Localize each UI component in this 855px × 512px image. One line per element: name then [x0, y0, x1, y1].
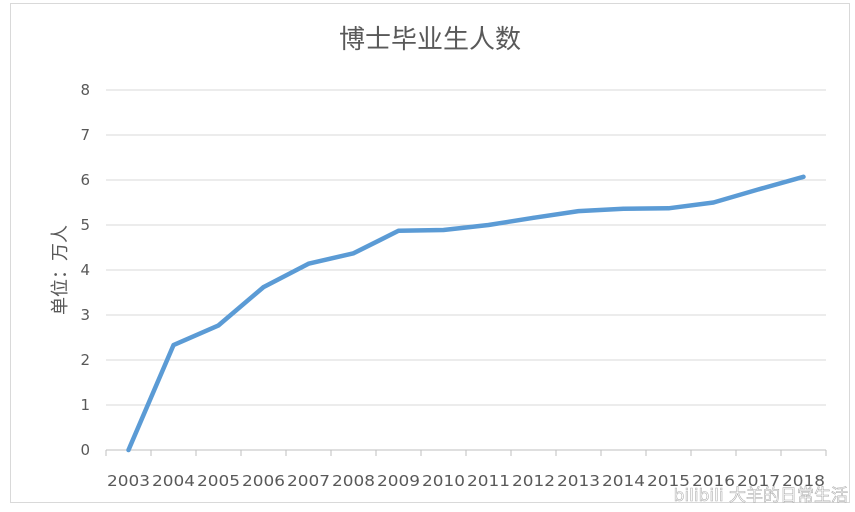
x-tick-label: 2006 [242, 472, 285, 490]
x-tick-label: 2017 [737, 472, 780, 490]
y-axis-ticks: 0 1 2 3 4 5 6 7 8 [80, 81, 90, 459]
x-tick-label: 2014 [602, 472, 645, 490]
y-tick-label: 6 [80, 171, 90, 189]
x-tick-label: 2007 [287, 472, 330, 490]
y-tick-label: 0 [80, 441, 90, 459]
data-point [441, 227, 446, 232]
x-tick-label: 2008 [332, 472, 375, 490]
x-tick-label: 2012 [512, 472, 555, 490]
y-axis-title: 单位：万人 [50, 225, 71, 315]
x-tick-label: 2003 [107, 472, 150, 490]
chart-frame [10, 3, 850, 503]
data-point [711, 200, 716, 205]
y-tick-label: 1 [80, 396, 90, 414]
data-point [351, 251, 356, 256]
data-point [486, 223, 491, 227]
x-tick-label: 2011 [467, 472, 510, 490]
x-tick-label: 2018 [782, 472, 825, 490]
y-tick-label: 2 [80, 351, 90, 369]
watermark-text: bilibili 大羊的日常生活 [674, 486, 848, 506]
series-layer [126, 174, 806, 453]
data-point [306, 261, 311, 266]
data-point [666, 206, 671, 211]
x-tick-label: 2009 [377, 472, 420, 490]
x-tick-label: 2004 [152, 472, 195, 490]
y-tick-label: 4 [80, 261, 90, 279]
y-tick-label: 5 [80, 216, 90, 234]
data-point [621, 206, 626, 211]
x-axis-ticks: 2003 2004 2005 2006 2007 2008 2009 2010 2011 2012… [105, 450, 827, 490]
gridlines [106, 89, 826, 451]
x-tick-label: 2015 [647, 472, 690, 490]
data-point [396, 228, 401, 233]
x-tick-label: 2005 [197, 472, 240, 490]
y-tick-label: 7 [80, 126, 90, 144]
y-tick-label: 8 [80, 81, 90, 99]
data-point [261, 285, 266, 290]
data-point [126, 448, 131, 452]
data-point [756, 187, 761, 192]
data-point [801, 174, 806, 179]
y-tick-label: 3 [80, 306, 90, 324]
data-point [171, 343, 176, 348]
x-tick-label: 2010 [422, 472, 465, 490]
x-tick-label: 2016 [692, 472, 735, 490]
data-point [576, 209, 581, 214]
series-line [126, 174, 806, 453]
x-tick-label: 2013 [557, 472, 600, 490]
data-point [216, 323, 221, 328]
data-point [531, 215, 536, 220]
chart-title: 博士毕业生人数 [339, 25, 521, 55]
